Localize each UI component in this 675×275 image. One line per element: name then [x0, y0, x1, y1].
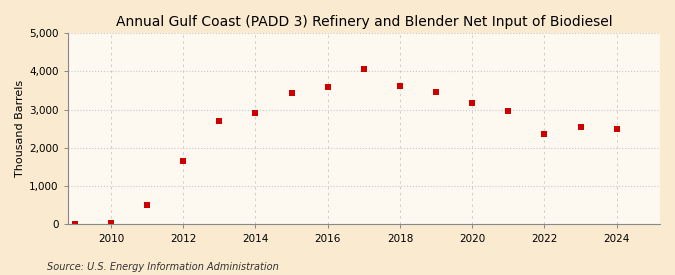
Title: Annual Gulf Coast (PADD 3) Refinery and Blender Net Input of Biodiesel: Annual Gulf Coast (PADD 3) Refinery and … [115, 15, 612, 29]
Y-axis label: Thousand Barrels: Thousand Barrels [15, 80, 25, 177]
Text: Source: U.S. Energy Information Administration: Source: U.S. Energy Information Administ… [47, 262, 279, 272]
